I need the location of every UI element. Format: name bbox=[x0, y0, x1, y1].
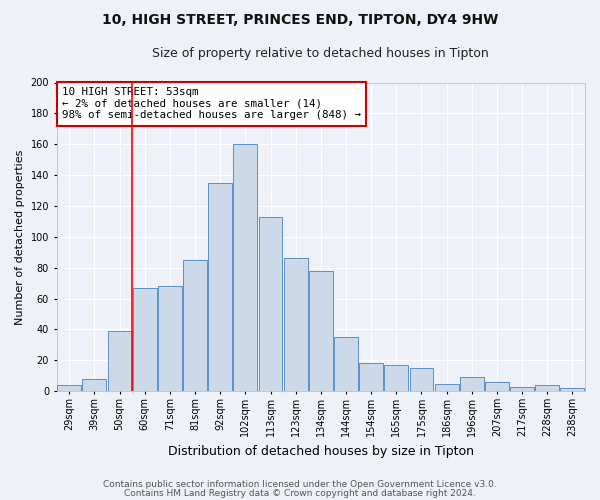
Bar bbox=[385, 365, 408, 391]
Bar bbox=[560, 388, 584, 391]
Bar bbox=[460, 378, 484, 391]
Bar bbox=[259, 217, 283, 391]
Bar bbox=[58, 385, 81, 391]
Bar bbox=[284, 258, 308, 391]
Bar bbox=[434, 384, 458, 391]
Title: Size of property relative to detached houses in Tipton: Size of property relative to detached ho… bbox=[152, 48, 489, 60]
Bar bbox=[158, 286, 182, 391]
Text: Contains HM Land Registry data © Crown copyright and database right 2024.: Contains HM Land Registry data © Crown c… bbox=[124, 488, 476, 498]
Text: 10 HIGH STREET: 53sqm
← 2% of detached houses are smaller (14)
98% of semi-detac: 10 HIGH STREET: 53sqm ← 2% of detached h… bbox=[62, 87, 361, 120]
X-axis label: Distribution of detached houses by size in Tipton: Distribution of detached houses by size … bbox=[168, 444, 474, 458]
Bar bbox=[535, 385, 559, 391]
Bar bbox=[183, 260, 207, 391]
Text: Contains public sector information licensed under the Open Government Licence v3: Contains public sector information licen… bbox=[103, 480, 497, 489]
Y-axis label: Number of detached properties: Number of detached properties bbox=[15, 149, 25, 324]
Text: 10, HIGH STREET, PRINCES END, TIPTON, DY4 9HW: 10, HIGH STREET, PRINCES END, TIPTON, DY… bbox=[102, 12, 498, 26]
Bar bbox=[485, 382, 509, 391]
Bar bbox=[410, 368, 433, 391]
Bar bbox=[233, 144, 257, 391]
Bar bbox=[510, 386, 534, 391]
Bar bbox=[334, 337, 358, 391]
Bar bbox=[359, 364, 383, 391]
Bar bbox=[82, 379, 106, 391]
Bar bbox=[208, 183, 232, 391]
Bar bbox=[107, 331, 131, 391]
Bar bbox=[133, 288, 157, 391]
Bar bbox=[309, 271, 333, 391]
